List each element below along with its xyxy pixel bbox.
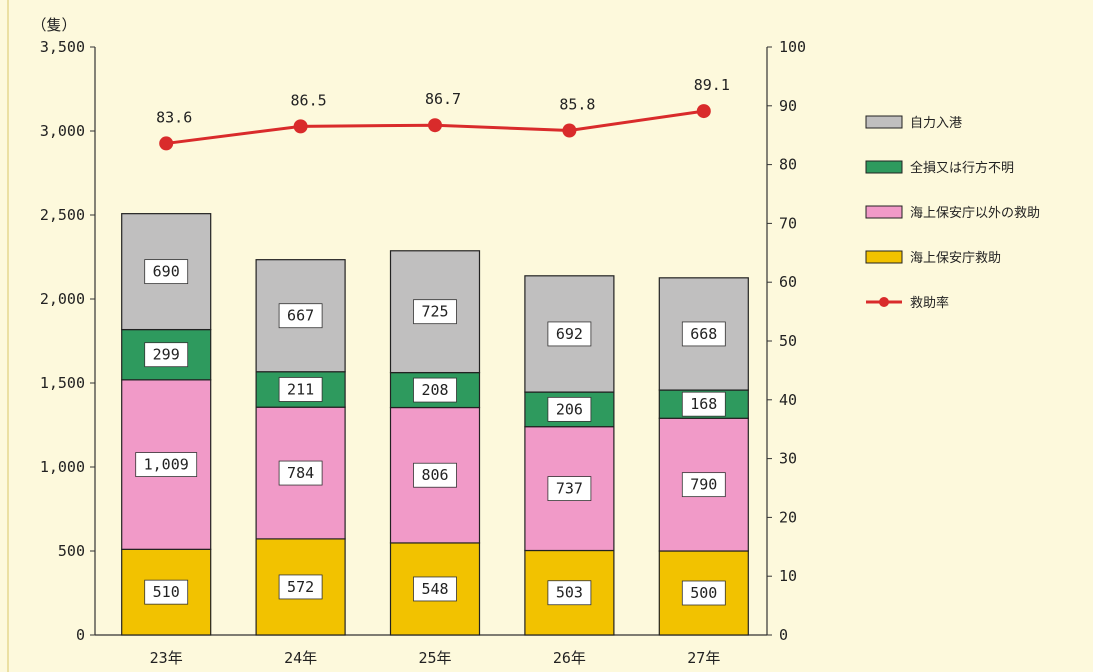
bar-value-box — [144, 259, 189, 285]
bar-value-label: 692 — [556, 325, 583, 343]
right-tick-label: 100 — [779, 38, 806, 56]
bar-value-box — [278, 460, 323, 486]
rescue-rate-label: 89.1 — [694, 76, 730, 94]
left-tick-label: 0 — [76, 626, 85, 644]
left-tick-label: 2,500 — [40, 206, 85, 224]
bar-value-box — [681, 321, 726, 347]
right-tick-label: 80 — [779, 156, 797, 174]
bar-value-label: 548 — [421, 580, 448, 598]
bar-value-box — [413, 377, 457, 403]
bar-value-box — [547, 476, 592, 501]
bar-value-label: 299 — [153, 346, 180, 364]
bar-value-label: 690 — [153, 263, 180, 281]
x-tick-label: 25年 — [418, 649, 451, 667]
bar-value-box — [547, 321, 592, 347]
x-tick-label: 26年 — [553, 649, 586, 667]
y-unit-label: （隻） — [31, 16, 76, 34]
bar-value-label: 510 — [153, 583, 180, 601]
legend-label: 全損又は行方不明 — [910, 160, 1014, 176]
rescue-rate-point — [159, 136, 174, 151]
bar-value-box — [681, 580, 726, 606]
left-tick-label: 1,000 — [40, 458, 85, 476]
right-tick-label: 60 — [779, 273, 797, 291]
right-tick-label: 20 — [779, 508, 797, 526]
bar-value-label: 500 — [690, 584, 717, 602]
bar-value-box — [413, 299, 457, 325]
legend-swatch — [865, 115, 903, 129]
bar-value-box — [547, 580, 592, 606]
right-tick-label: 50 — [779, 332, 797, 350]
bar-value-box — [413, 576, 457, 602]
bar-value-label: 668 — [690, 325, 717, 343]
bar-value-label: 211 — [287, 380, 314, 398]
bar-value-box — [413, 462, 457, 488]
rescue-rate-point — [562, 123, 577, 138]
bar-value-box — [278, 574, 323, 600]
right-tick-label: 70 — [779, 214, 797, 232]
legend-label: 海上保安庁救助 — [910, 250, 1001, 266]
rescue-rate-label: 86.5 — [291, 91, 327, 109]
rescue-rate-label: 83.6 — [156, 108, 192, 126]
bar-value-label: 572 — [287, 578, 314, 596]
legend-label: 海上保安庁以外の救助 — [910, 205, 1040, 221]
x-tick-label: 24年 — [284, 649, 317, 667]
x-tick-label: 27年 — [687, 649, 720, 667]
rescue-rate-point — [696, 104, 711, 119]
x-tick-label: 23年 — [150, 649, 183, 667]
left-tick-label: 2,000 — [40, 290, 85, 308]
legend-marker — [879, 297, 889, 307]
bar-value-box — [278, 303, 323, 329]
bar-value-label: 725 — [421, 303, 448, 321]
rescue-rate-point — [293, 119, 308, 134]
legend-swatch — [865, 205, 903, 219]
right-tick-label: 0 — [779, 626, 788, 644]
bar-value-label: 790 — [690, 476, 717, 494]
bar-value-box — [278, 377, 323, 402]
legend-swatch — [865, 250, 903, 264]
bar-value-label: 168 — [690, 395, 717, 413]
right-tick-label: 30 — [779, 450, 797, 468]
bar-value-label: 1,009 — [144, 456, 189, 474]
legend-swatch — [865, 160, 903, 174]
bar-value-label: 667 — [287, 307, 314, 325]
legend-label: 救助率 — [910, 295, 949, 311]
bar-value-box — [144, 579, 189, 605]
legend-label: 自力入港 — [910, 116, 962, 131]
bar-value-label: 503 — [556, 584, 583, 602]
left-tick-label: 1,500 — [40, 374, 85, 392]
rescue-rate-point — [428, 118, 442, 133]
bar-value-box — [547, 396, 592, 422]
bar-value-label: 784 — [287, 464, 314, 482]
left-tick-label: 3,500 — [40, 38, 85, 56]
right-tick-label: 90 — [779, 97, 797, 115]
left-tick-label: 3,000 — [40, 122, 85, 140]
bar-value-box — [135, 452, 198, 477]
left-tick-label: 500 — [58, 542, 85, 560]
right-tick-label: 40 — [779, 391, 797, 409]
rescue-rate-label: 85.8 — [559, 95, 595, 113]
bar-value-box — [681, 472, 726, 498]
bar-value-label: 737 — [556, 480, 583, 498]
right-tick-label: 10 — [779, 567, 797, 585]
rescue-rate-label: 86.7 — [425, 90, 461, 108]
bar-value-box — [681, 391, 726, 417]
bar-value-label: 208 — [421, 381, 448, 399]
bar-value-label: 206 — [556, 400, 583, 418]
bar-value-box — [144, 342, 189, 368]
bar-value-label: 806 — [421, 466, 448, 484]
